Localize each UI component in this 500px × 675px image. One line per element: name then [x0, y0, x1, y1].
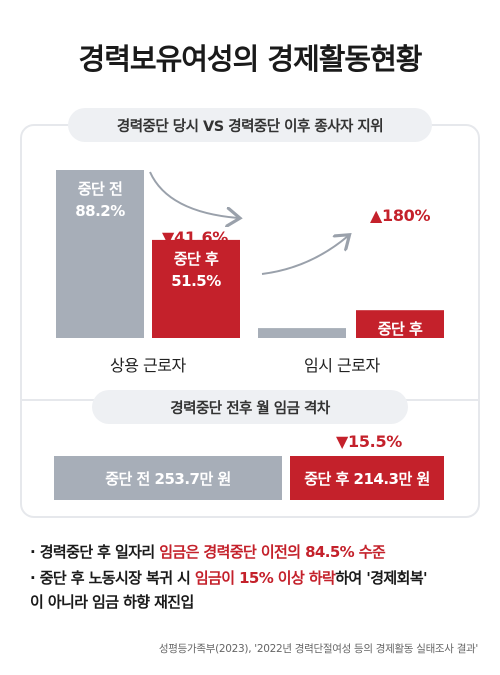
- bullet-item: · 경력중단 후 일자리 임금은 경력중단 이전의 84.5% 수준: [30, 540, 480, 564]
- change-label-wage: ▼15.5%: [336, 432, 403, 451]
- bullet-text: · 경력중단 후 일자리: [30, 543, 160, 561]
- source-note: 성평등가족부(2023), '2022년 경력단절여성 등의 경제활동 실태조사…: [158, 643, 478, 655]
- bullet-text: · 중단 후 노동시장 복귀 시: [30, 569, 195, 587]
- summary-bullets: · 경력중단 후 일자리 임금은 경력중단 이전의 84.5% 수준 · 중단 …: [30, 540, 480, 616]
- bar-before-1: [258, 328, 346, 338]
- bar-value-label: 중단 후 51.5%: [152, 248, 240, 292]
- bar-before-0: [56, 170, 144, 338]
- bullet-highlight: 임금은 경력중단 이전의 84.5% 수준: [159, 543, 386, 561]
- bar-value: 5.2%: [282, 360, 322, 379]
- bar-series-name: 중단 후: [173, 249, 219, 268]
- wage-bar-after: 중단 후 214.3만 원: [290, 456, 444, 500]
- page-title: 경력보유여성의 경제활동현황: [78, 42, 423, 76]
- bar-value: 51.5%: [171, 271, 221, 290]
- bar-after-1: [356, 310, 444, 338]
- bar-after-0: [152, 239, 240, 338]
- bar-value-label: 중단 전 88.2%: [56, 178, 144, 222]
- category-label-temporary: 임시 근로자: [304, 356, 380, 375]
- section-title-status: 경력중단 당시 VS 경력중단 이후 종사자 지위: [68, 108, 432, 142]
- change-label-regular: ▼41.6%: [162, 228, 229, 247]
- bar-value-label: 중단 후 14.6%: [356, 318, 444, 362]
- bullet-text: 하여 '경제회복': [335, 569, 428, 587]
- wage-bar-before: 중단 전 253.7만 원: [54, 456, 282, 500]
- bullet-highlight: 임금이 15% 이상 하락: [194, 569, 336, 587]
- decrease-arrow: [149, 171, 238, 218]
- category-label-regular: 상용 근로자: [110, 356, 186, 375]
- bar-value-label: 중단 전 5.2%: [258, 336, 346, 380]
- change-label-temporary: ▲180%: [370, 206, 431, 225]
- bullet-item: · 중단 후 노동시장 복귀 시 임금이 15% 이상 하락하여 '경제회복' …: [30, 566, 480, 614]
- bar-series-name: 중단 후: [377, 320, 423, 339]
- bar-value: 14.6%: [375, 342, 425, 361]
- increase-arrow: [261, 236, 348, 275]
- bar-series-name: 중단 전: [77, 180, 123, 198]
- bar-value: 88.2%: [75, 202, 125, 220]
- section-title-wage: 경력중단 전후 월 임금 격차: [92, 390, 408, 424]
- bullet-text: 이 아니라 임금 하향 재진입: [30, 593, 194, 611]
- bar-series-name: 중단 전: [279, 338, 325, 357]
